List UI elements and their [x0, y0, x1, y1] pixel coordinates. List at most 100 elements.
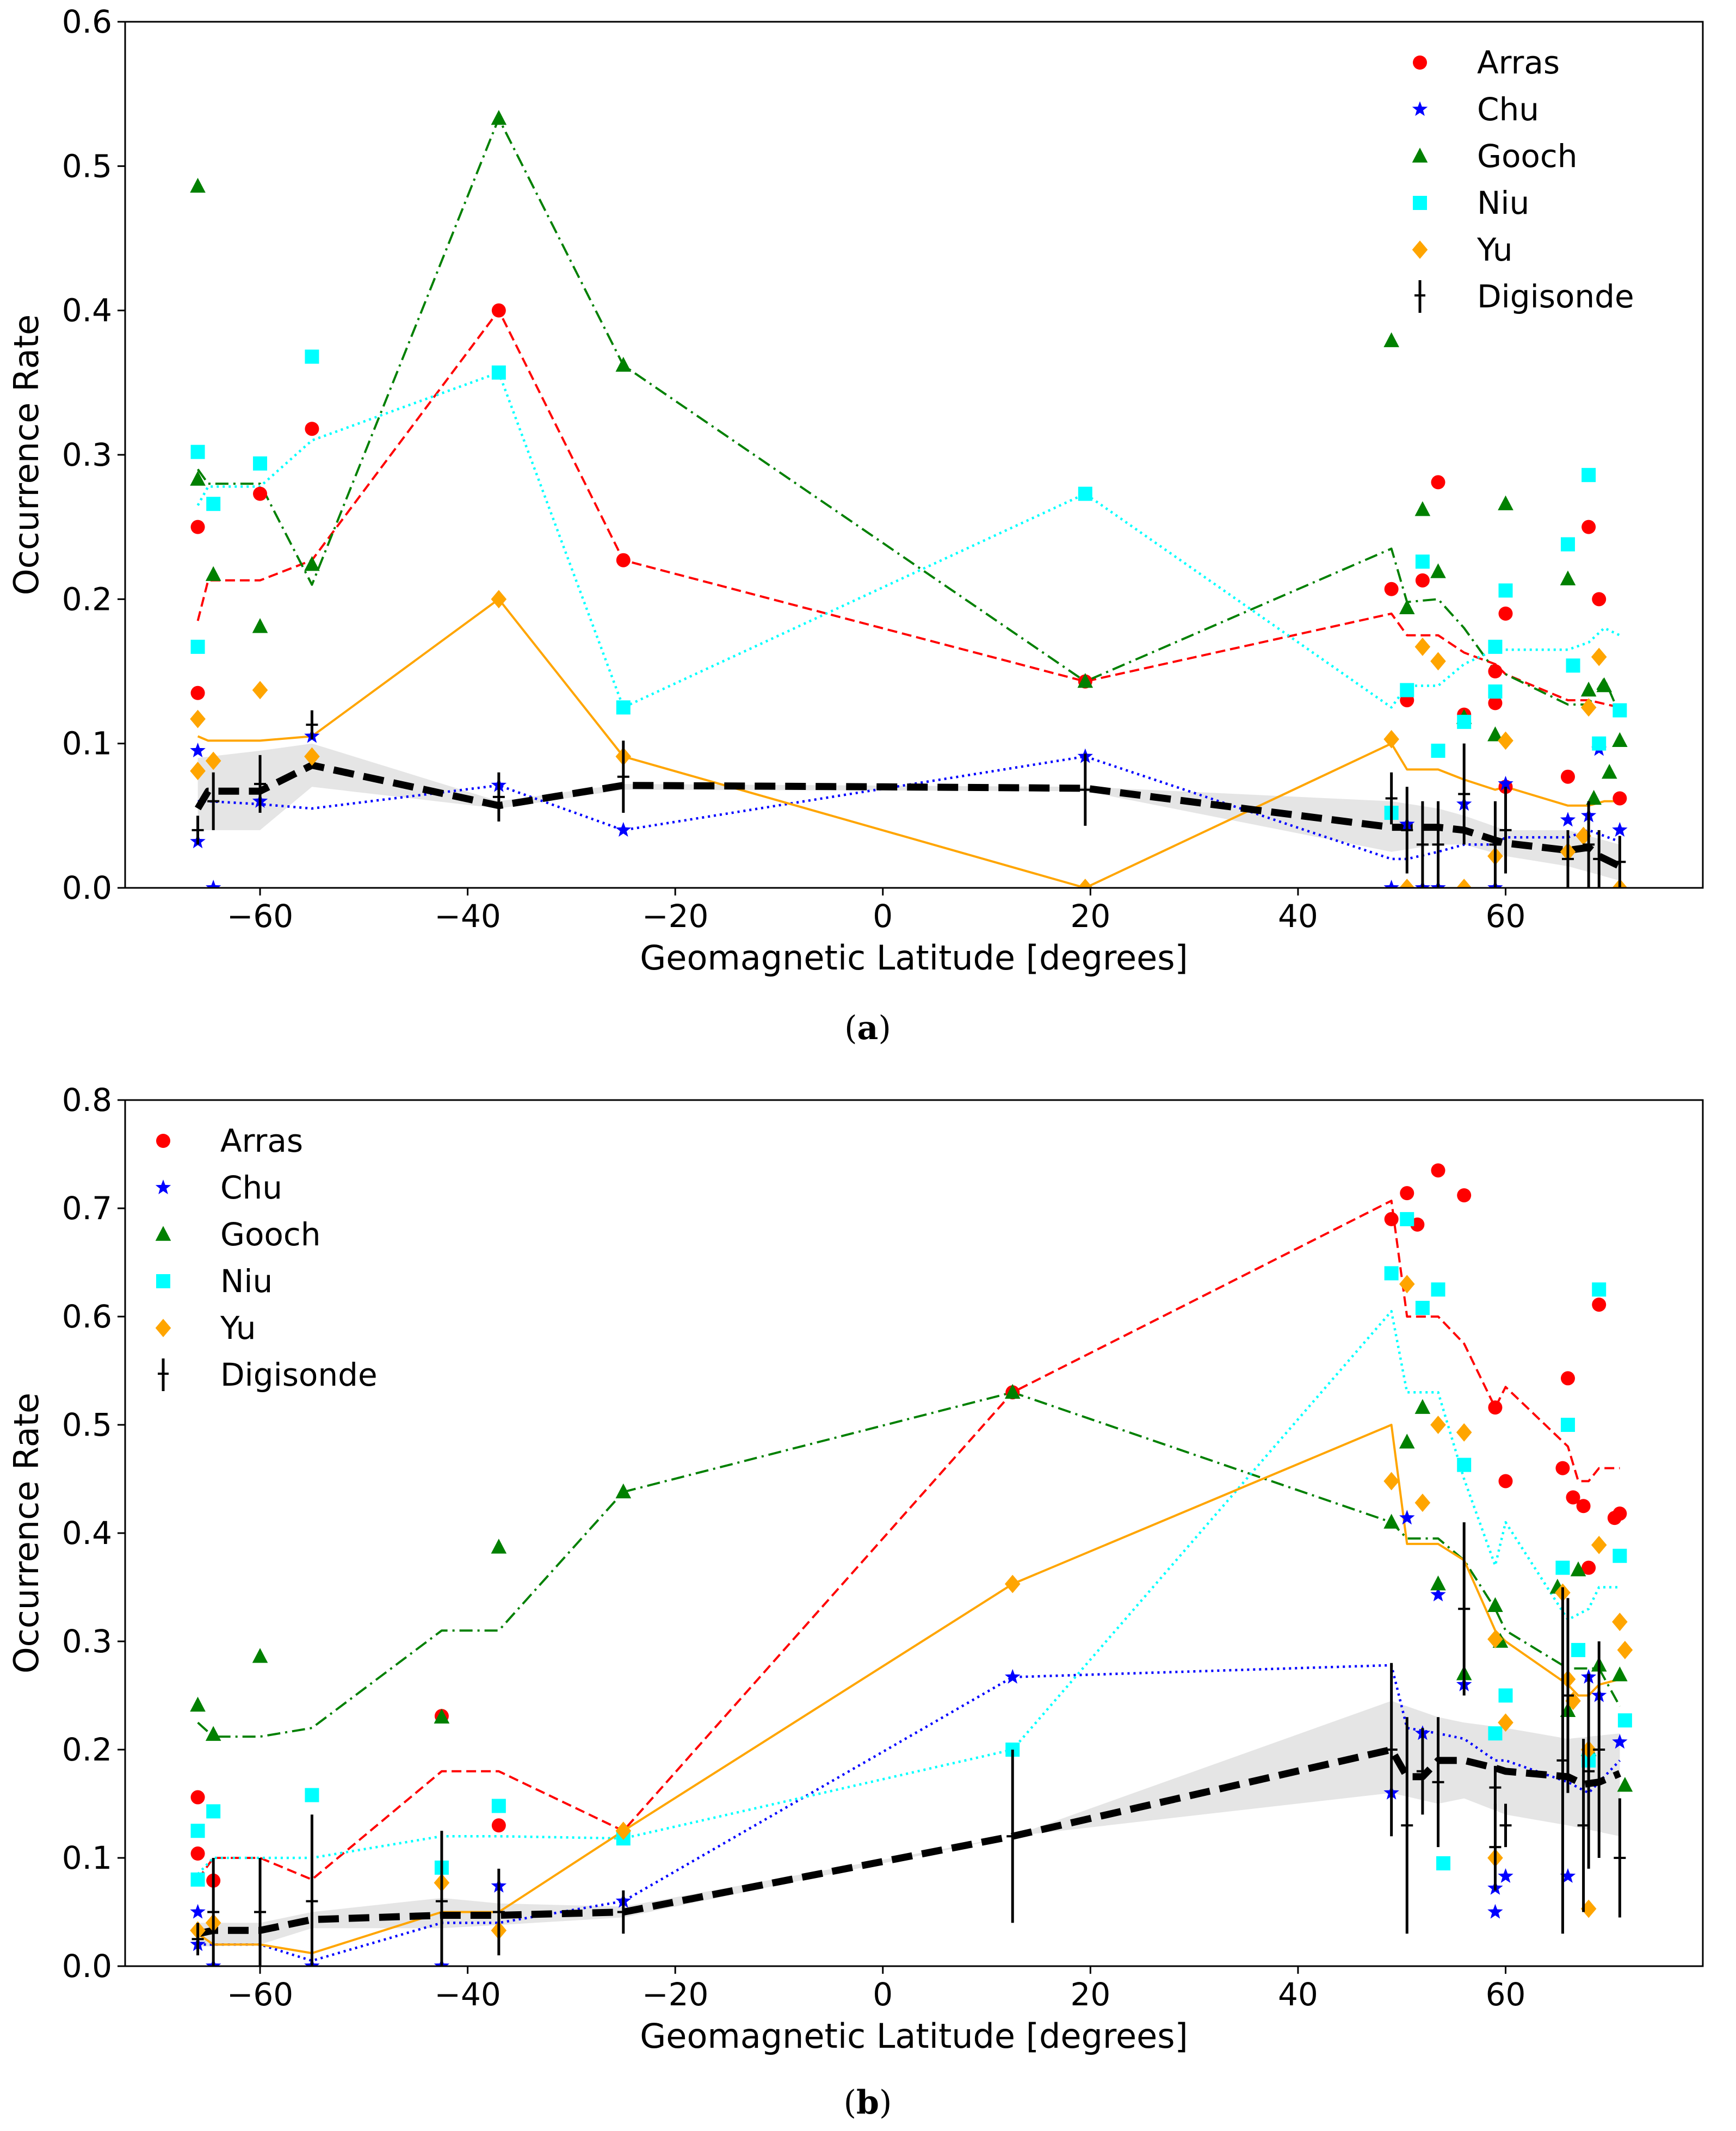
data-point-arras: [1555, 1461, 1570, 1475]
y-tick-label: 0.0: [62, 1948, 112, 1985]
data-point-gooch: [1601, 764, 1617, 779]
data-point-niu: [1560, 537, 1575, 552]
data-point-arras: [491, 303, 506, 318]
data-point-yu: [1580, 698, 1597, 717]
data-point-digisonde: [254, 755, 267, 813]
y-tick-label: 0.4: [62, 1515, 112, 1552]
data-point-digisonde: [492, 772, 505, 821]
data-point-gooch: [1399, 1434, 1415, 1449]
data-point-niu: [1488, 1726, 1503, 1741]
y-tick-label: 0.3: [62, 436, 112, 473]
data-point-digisonde: [1499, 1803, 1512, 1848]
series-line-yu: [197, 598, 1620, 888]
data-point-arras: [1560, 1371, 1575, 1386]
data-point-gooch: [1487, 726, 1503, 742]
data-point-digisonde: [1006, 1750, 1019, 1923]
legend-label: Niu: [220, 1263, 273, 1300]
series-line-chu: [197, 755, 1621, 861]
data-point-digisonde: [1583, 1673, 1595, 1869]
x-tick-label: −20: [642, 1976, 708, 2013]
data-point-yu: [1456, 879, 1472, 888]
data-point-digisonde: [617, 740, 629, 813]
data-point-digisonde: [1489, 1765, 1502, 1809]
data-point-niu: [1592, 1282, 1607, 1297]
data-point-yu: [1591, 647, 1607, 666]
data-point-digisonde: [1079, 753, 1091, 826]
data-point-chu: [615, 821, 631, 837]
data-point-digisonde: [1416, 1728, 1429, 1815]
data-point-chu: [1383, 880, 1399, 888]
data-point-arras: [190, 520, 205, 534]
data-point-niu: [206, 497, 221, 511]
data-point-gooch: [1414, 1399, 1431, 1414]
data-point-chu: [190, 1904, 206, 1919]
data-point-digisonde: [306, 1814, 318, 1966]
data-point-gooch: [1498, 495, 1513, 510]
data-point-arras: [305, 422, 319, 436]
legend-item-niu: Niu: [156, 1263, 273, 1300]
data-point-yu: [190, 762, 206, 780]
data-point-gooch: [205, 566, 221, 581]
data-point-yu: [1414, 637, 1431, 656]
data-point-digisonde: [1489, 1803, 1502, 1891]
caption-b: (b): [844, 2084, 892, 2122]
data-point-arras: [1566, 1490, 1580, 1505]
data-point-digisonde: [1614, 836, 1626, 888]
data-point-yu: [252, 681, 268, 700]
data-point-chu: [1612, 1734, 1628, 1749]
data-point-gooch: [434, 1708, 450, 1724]
data-point-gooch: [252, 618, 268, 633]
legend: Arras Chu Gooch Niu Yu Digisonde: [155, 1122, 378, 1393]
data-point-gooch: [252, 1648, 268, 1663]
x-tick-label: 60: [1486, 898, 1526, 935]
legend-marker-niu: [1413, 196, 1427, 210]
legend: Arras Chu Gooch Niu Yu Digisonde: [1412, 44, 1634, 315]
data-point-digisonde: [1499, 787, 1512, 874]
data-point-niu: [1457, 1457, 1472, 1472]
data-point-yu: [1399, 1275, 1415, 1294]
data-point-chu: [1560, 1868, 1576, 1883]
data-point-gooch: [1383, 1514, 1399, 1529]
data-point-gooch: [190, 471, 206, 486]
y-axis-label: Occurrence Rate: [7, 314, 46, 595]
legend-marker-chu: [1412, 101, 1428, 116]
data-point-chu: [1498, 776, 1513, 791]
data-point-digisonde: [1583, 801, 1595, 888]
x-tick-label: −60: [227, 1976, 293, 2013]
legend-item-yu: Yu: [1412, 231, 1513, 268]
data-point-arras: [1613, 1506, 1627, 1521]
data-point-yu: [1576, 826, 1591, 845]
y-tick-label: 0.1: [62, 1839, 112, 1876]
y-axis-label: Occurrence Rate: [7, 1393, 46, 1673]
y-tick-label: 0.2: [62, 580, 112, 617]
data-point-arras: [1384, 582, 1399, 596]
legend-label: Yu: [1476, 231, 1513, 268]
legend-marker-chu: [155, 1179, 171, 1195]
legend-label: Chu: [1477, 91, 1539, 128]
data-point-niu: [1617, 1713, 1632, 1728]
data-point-chu: [1487, 1904, 1503, 1919]
y-tick-label: 0.5: [62, 147, 112, 184]
x-tick-label: −40: [434, 898, 501, 935]
x-tick-label: 0: [873, 1976, 893, 2013]
axes-frame: [124, 1099, 1704, 1967]
data-point-gooch: [1586, 789, 1602, 805]
plot-area: [190, 110, 1628, 888]
data-point-chu: [1399, 1510, 1415, 1525]
data-point-niu: [1078, 486, 1092, 501]
data-point-chu: [206, 880, 221, 888]
data-point-niu: [305, 349, 319, 364]
data-point-yu: [1383, 1472, 1399, 1491]
legend-item-chu: Chu: [1412, 91, 1539, 128]
plot-area: [190, 1163, 1633, 1966]
data-point-gooch: [1580, 681, 1597, 697]
data-point-chu: [1560, 812, 1576, 827]
data-point-arras: [1498, 1474, 1513, 1488]
data-point-niu: [1457, 714, 1472, 729]
data-point-niu: [1566, 658, 1580, 673]
data-point-digisonde: [207, 1858, 220, 1966]
data-point-gooch: [1612, 1666, 1628, 1682]
data-point-niu: [206, 1804, 221, 1819]
data-point-arras: [190, 1846, 205, 1861]
data-point-niu: [190, 639, 205, 654]
